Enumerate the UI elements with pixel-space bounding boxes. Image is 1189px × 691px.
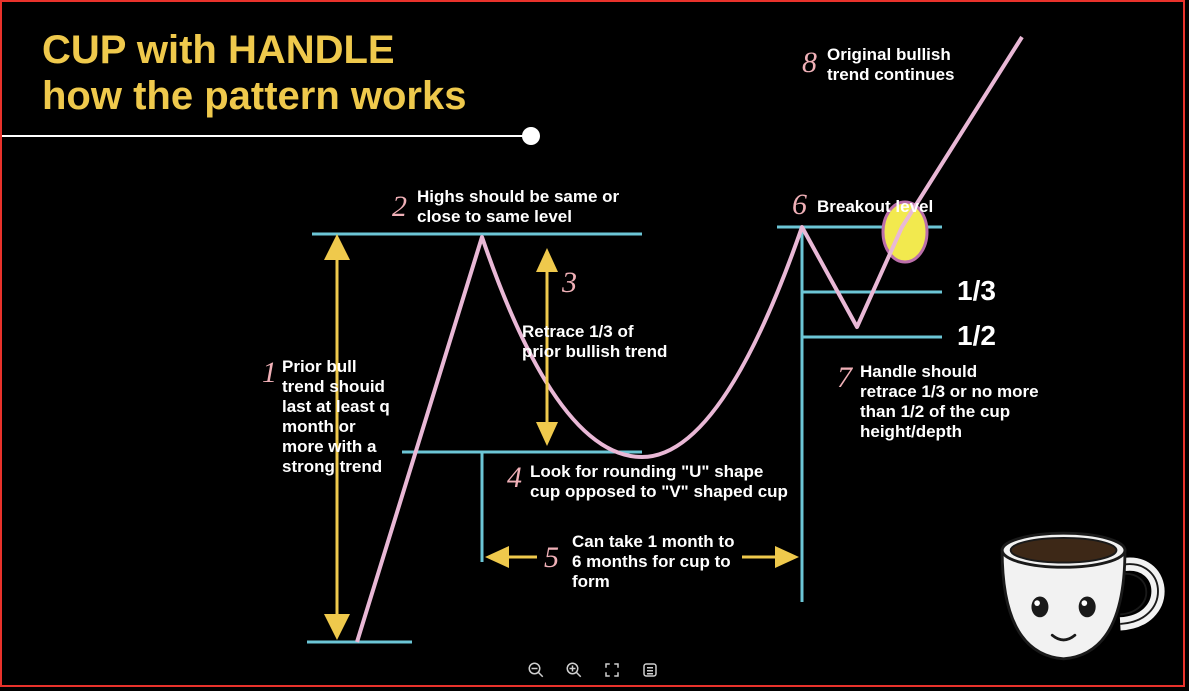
viewer-toolbar: [525, 659, 661, 681]
step-4-text-1: Look for rounding "U" shape: [530, 462, 763, 481]
step-3-text-1: Retrace 1/3 of: [522, 322, 634, 341]
list-icon: [641, 661, 659, 679]
step-8-text-1: Original bullish: [827, 45, 951, 64]
zoom-out-icon: [527, 661, 545, 679]
coffee-cup-icon: [978, 503, 1168, 673]
step-3-number: 3: [561, 266, 577, 299]
step-7-text-4: height/depth: [860, 422, 962, 441]
step-1-text-5: more with a: [282, 437, 377, 456]
step-1-number: 1: [262, 356, 277, 389]
step-5-text-1: Can take 1 month to: [572, 532, 734, 551]
step-7-number: 7: [837, 361, 854, 394]
step-6-number: 6: [792, 188, 807, 221]
zoom-out-button[interactable]: [525, 659, 547, 681]
step-1-text-4: month or: [282, 417, 356, 436]
step-1-text-2: trend shouid: [282, 377, 385, 396]
step-6-text-1: Breakout level: [817, 197, 933, 216]
step-7-text-1: Handle should: [860, 362, 977, 381]
step-5-text-2: 6 months for cup to: [572, 552, 731, 571]
step-4-text-2: cup opposed to "V" shaped cup: [530, 482, 788, 501]
fullscreen-icon: [603, 661, 621, 679]
zoom-in-icon: [565, 661, 583, 679]
step-5-number: 5: [544, 541, 559, 574]
step-4-number: 4: [507, 461, 522, 494]
step-8-text-2: trend continues: [827, 65, 955, 84]
fraction-one-half: 1/2: [957, 320, 996, 351]
arrow-step-5-right: [742, 546, 799, 568]
fraction-one-third: 1/3: [957, 275, 996, 306]
arrow-step-5-left: [485, 546, 537, 568]
zoom-in-button[interactable]: [563, 659, 585, 681]
step-5-text-3: form: [572, 572, 610, 591]
diagram-frame: CUP with HANDLE how the pattern works: [0, 0, 1185, 687]
step-7-text-3: than 1/2 of the cup: [860, 402, 1010, 421]
step-2-text-2: close to same level: [417, 207, 572, 226]
step-3-text-2: prior bullish trend: [522, 342, 667, 361]
step-7-text-2: retrace 1/3 or no more: [860, 382, 1039, 401]
step-1-text-1: Prior bull: [282, 357, 357, 376]
step-1-text-3: last at least q: [282, 397, 390, 416]
step-8-number: 8: [802, 46, 817, 79]
fullscreen-button[interactable]: [601, 659, 623, 681]
step-1-text-6: strong trend: [282, 457, 382, 476]
list-button[interactable]: [639, 659, 661, 681]
step-2-text-1: Highs should be same or: [417, 187, 620, 206]
step-2-number: 2: [392, 190, 407, 223]
